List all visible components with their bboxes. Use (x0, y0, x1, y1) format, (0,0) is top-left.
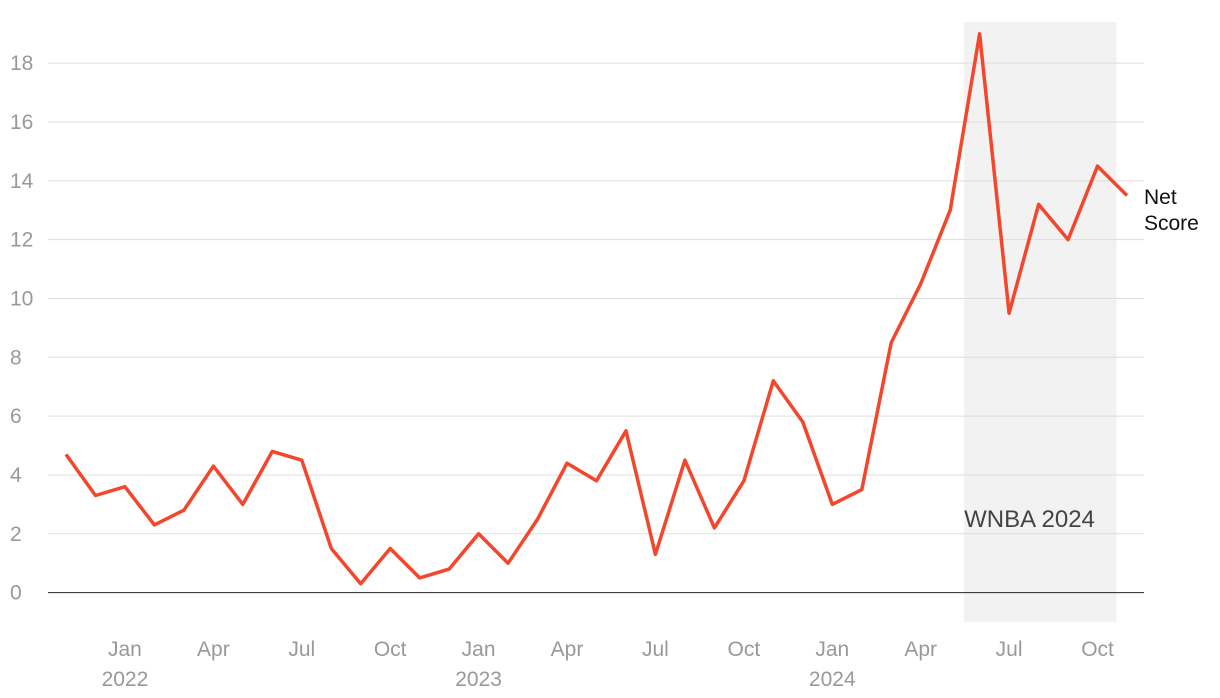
y-tick-label: 14 (10, 170, 34, 193)
series-label: Net Score (1144, 186, 1199, 235)
x-year-label: 2023 (455, 668, 502, 691)
x-tick-label: Jul (288, 638, 315, 661)
x-tick-label: Jan (108, 638, 142, 661)
x-tick-label: Jan (462, 638, 496, 661)
y-tick-label: 4 (10, 464, 22, 487)
x-tick-label: Apr (904, 638, 937, 661)
x-tick-label: Jan (815, 638, 849, 661)
x-tick-label: Oct (728, 638, 761, 661)
x-year-label: 2024 (809, 668, 856, 691)
x-year-label: 2022 (102, 668, 149, 691)
y-tick-label: 18 (10, 52, 33, 75)
x-tick-label: Jul (642, 638, 669, 661)
x-tick-label: Apr (551, 638, 584, 661)
y-tick-label: 10 (10, 287, 33, 310)
y-tick-label: 6 (10, 405, 22, 428)
line (64, 32, 1129, 586)
y-tick-label: 12 (10, 229, 33, 252)
x-tick-label: Jul (996, 638, 1023, 661)
y-tick-label: 8 (10, 346, 22, 369)
series-label-part: Score (1144, 212, 1199, 235)
x-tick-label: Oct (1081, 638, 1114, 661)
series-label-part: Net (1144, 186, 1177, 209)
y-tick-label: 16 (10, 111, 33, 134)
y-tick-label: 0 (10, 582, 22, 605)
x-tick-label: Oct (374, 638, 407, 661)
x-tick-label: Apr (197, 638, 230, 661)
highlight-label: WNBA 2024 (964, 506, 1095, 533)
y-tick-label: 2 (10, 523, 22, 546)
